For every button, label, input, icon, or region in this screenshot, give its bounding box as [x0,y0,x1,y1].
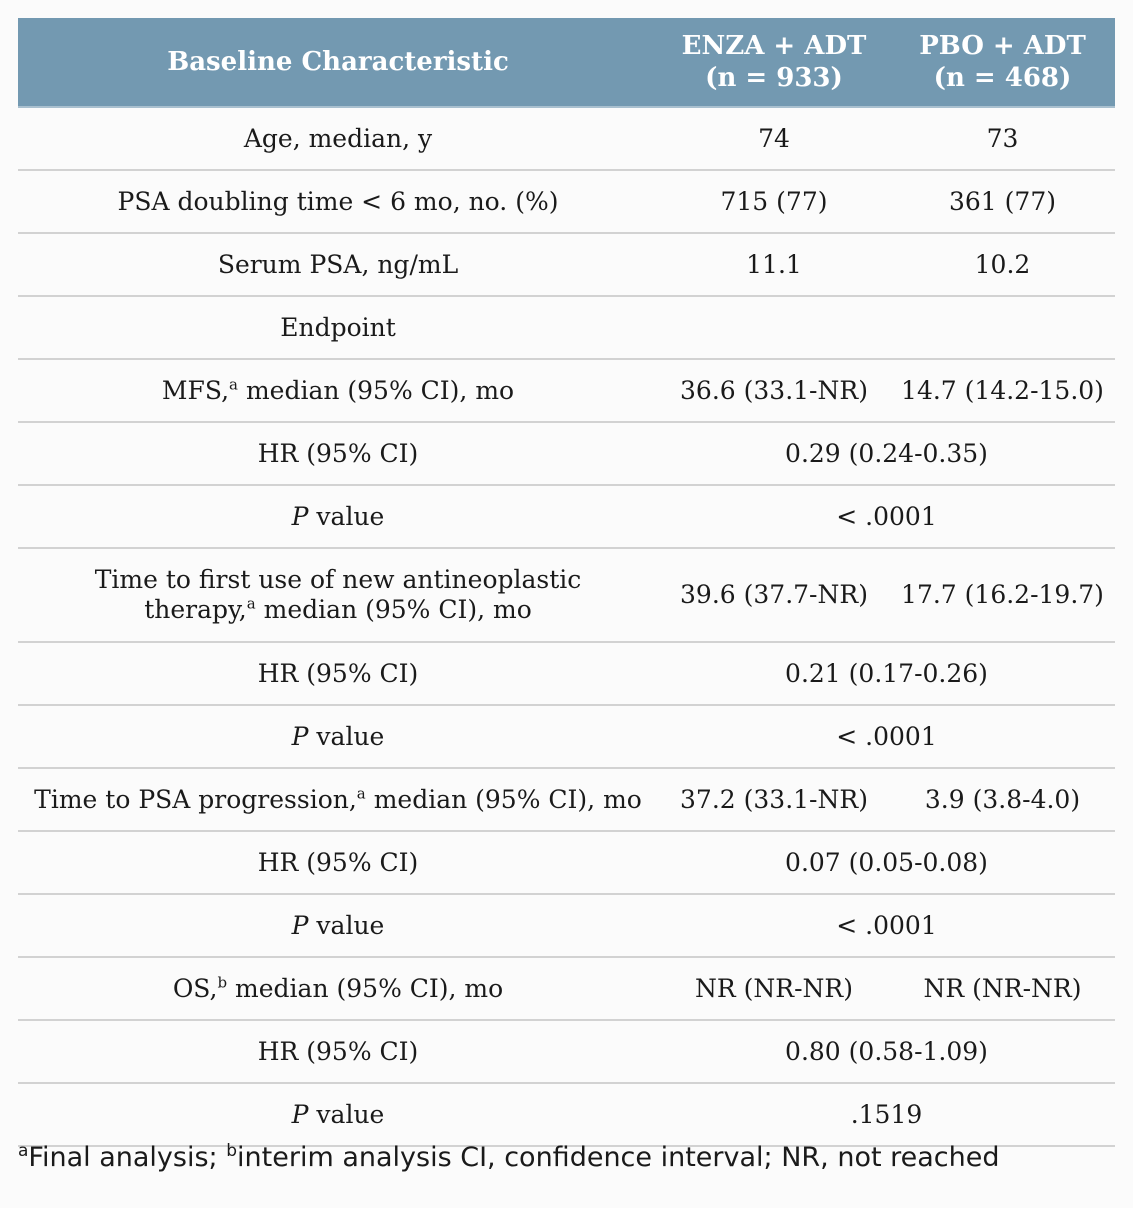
header-row: Baseline Characteristic ENZA + ADT (n = … [18,18,1115,108]
table-row: P value .1519 [18,1083,1115,1147]
label-text: median (95% CI), mo [365,784,642,814]
p-italic: P [291,501,309,531]
table-row: PSA doubling time < 6 mo, no. (%) 715 (7… [18,170,1115,234]
table-row: HR (95% CI) 0.07 (0.05-0.08) [18,831,1115,895]
label-text: median (95% CI), mo [227,973,504,1003]
combined-value: 0.21 (0.17-0.26) [658,642,1115,706]
label-text: value [308,501,385,531]
footnote-marker-b: b [226,1141,238,1161]
pbo-value: 361 (77) [890,170,1115,234]
results-table-container: Baseline Characteristic ENZA + ADT (n = … [18,18,1115,1147]
table-row: MFS,a median (95% CI), mo 36.6 (33.1-NR)… [18,359,1115,423]
row-label: P value [18,705,658,769]
enza-value: NR (NR-NR) [658,957,890,1021]
combined-value: < .0001 [658,894,1115,958]
enza-value: 715 (77) [658,170,890,234]
table-row: Time to PSA progression,a median (95% CI… [18,768,1115,832]
row-label: HR (95% CI) [18,422,658,486]
combined-value: 0.29 (0.24-0.35) [658,422,1115,486]
combined-value: 0.07 (0.05-0.08) [658,831,1115,895]
row-label: HR (95% CI) [18,642,658,706]
table-row: Time to first use of new antineoplastic … [18,548,1115,643]
footnote-text-b: interim analysis CI, confidence interval… [237,1142,1000,1173]
footnote-marker: b [217,973,228,992]
section-label-endpoint: Endpoint [18,296,658,360]
header-baseline-characteristic: Baseline Characteristic [18,18,658,108]
header-pbo-name: PBO + ADT [919,31,1086,61]
row-label: HR (95% CI) [18,831,658,895]
label-text: value [308,910,385,940]
row-label: HR (95% CI) [18,1020,658,1084]
pbo-value: 17.7 (16.2-19.7) [890,548,1115,643]
combined-value: .1519 [658,1083,1115,1147]
row-label: Time to first use of new antineoplastic … [18,548,658,643]
header-enza-name: ENZA + ADT [681,31,867,61]
table-body: Age, median, y 74 73 PSA doubling time <… [18,107,1115,1147]
row-label: P value [18,485,658,549]
empty-cell [890,296,1115,360]
footnote-text-a: Final analysis; [28,1142,227,1173]
row-label: Serum PSA, ng/mL [18,233,658,297]
combined-value: < .0001 [658,705,1115,769]
p-italic: P [291,721,309,751]
row-label: P value [18,894,658,958]
enza-value: 37.2 (33.1-NR) [658,768,890,832]
enza-value: 11.1 [658,233,890,297]
p-italic: P [291,1099,309,1129]
label-text: therapy, [144,595,247,624]
row-label: Age, median, y [18,107,658,171]
empty-cell [658,296,890,360]
footnote-marker: a [246,594,256,613]
label-text: Time to PSA progression, [34,784,357,814]
table-row: P value < .0001 [18,894,1115,958]
footnote-marker: a [229,375,238,394]
row-label: MFS,a median (95% CI), mo [18,359,658,423]
row-label: Time to PSA progression,a median (95% CI… [18,768,658,832]
pbo-value: 10.2 [890,233,1115,297]
label-text: value [308,1099,385,1129]
row-label: P value [18,1083,658,1147]
label-line: therapy,a median (95% CI), mo [18,595,658,625]
footnote: aFinal analysis; binterim analysis CI, c… [18,1142,1000,1173]
table-row: P value < .0001 [18,485,1115,549]
label-text: OS, [172,973,218,1003]
row-label: OS,b median (95% CI), mo [18,957,658,1021]
label-line: Time to first use of new antineoplastic [94,565,582,594]
pbo-value: 14.7 (14.2-15.0) [890,359,1115,423]
p-italic: P [291,910,309,940]
pbo-value: 73 [890,107,1115,171]
header-pbo-adt: PBO + ADT (n = 468) [890,18,1115,108]
combined-value: 0.80 (0.58-1.09) [658,1020,1115,1084]
enza-value: 39.6 (37.7-NR) [658,548,890,643]
row-label: PSA doubling time < 6 mo, no. (%) [18,170,658,234]
table-row: Age, median, y 74 73 [18,107,1115,171]
footnote-marker-a: a [18,1141,29,1161]
table-row: HR (95% CI) 0.80 (0.58-1.09) [18,1020,1115,1084]
pbo-value: 3.9 (3.8-4.0) [890,768,1115,832]
table-row: Serum PSA, ng/mL 11.1 10.2 [18,233,1115,297]
table-row: P value < .0001 [18,705,1115,769]
table-header: Baseline Characteristic ENZA + ADT (n = … [18,18,1115,108]
table-row: Endpoint [18,296,1115,360]
pbo-value: NR (NR-NR) [890,957,1115,1021]
label-text: MFS, [161,375,230,405]
table-row: OS,b median (95% CI), mo NR (NR-NR) NR (… [18,957,1115,1021]
label-text: value [308,721,385,751]
combined-value: < .0001 [658,485,1115,549]
header-pbo-n: (n = 468) [933,63,1072,93]
results-table: Baseline Characteristic ENZA + ADT (n = … [18,18,1115,1147]
footnote-marker: a [356,784,366,803]
table-row: HR (95% CI) 0.21 (0.17-0.26) [18,642,1115,706]
label-text: median (95% CI), mo [238,375,515,405]
table-row: HR (95% CI) 0.29 (0.24-0.35) [18,422,1115,486]
header-enza-n: (n = 933) [705,63,843,93]
enza-value: 74 [658,107,890,171]
enza-value: 36.6 (33.1-NR) [658,359,890,423]
label-text: median (95% CI), mo [255,595,532,624]
header-enza-adt: ENZA + ADT (n = 933) [658,18,890,108]
